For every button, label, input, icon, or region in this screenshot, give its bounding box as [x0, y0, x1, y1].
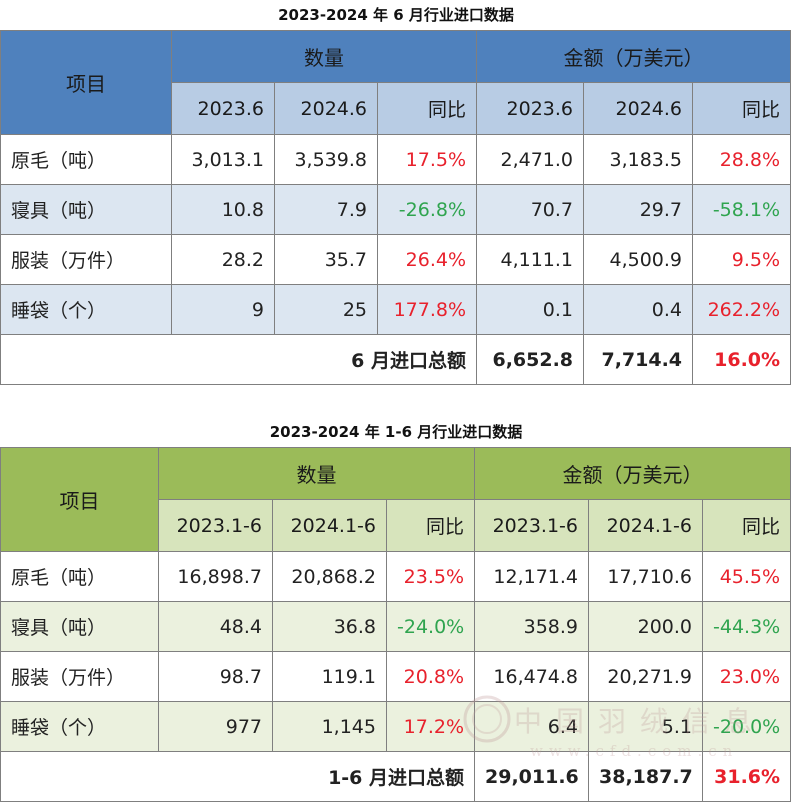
qty-2024: 25 — [274, 284, 378, 335]
total-amt-2024: 7,714.4 — [583, 334, 694, 385]
amt-yoy: -58.1% — [692, 184, 792, 235]
amt-yoy: 28.8% — [692, 134, 792, 185]
total-label: 6 月进口总额 — [0, 334, 478, 385]
amt-2024: 20,271.9 — [588, 651, 704, 702]
amt-2024: 3,183.5 — [583, 134, 694, 185]
total-row: 1-6 月进口总额 29,011.6 38,187.7 31.6% — [0, 751, 792, 802]
header-quantity: 数量 — [170, 30, 478, 83]
qty-yoy: 17.2% — [385, 701, 476, 752]
total-amt-2023: 29,011.6 — [474, 751, 590, 802]
qty-2023: 3,013.1 — [171, 134, 275, 185]
row-label: 服装（万件） — [0, 234, 172, 285]
col-header: 2024.1-6 — [588, 499, 704, 552]
amt-2023: 358.9 — [474, 601, 590, 652]
table-row: 寝具（吨） 10.8 7.9 -26.8% 70.7 29.7 -58.1% — [0, 184, 792, 235]
header-amount: 金额（万美元） — [476, 30, 792, 83]
qty-2023: 9 — [171, 284, 275, 335]
table-row: 寝具（吨） 48.4 36.8 -24.0% 358.9 200.0 -44.3… — [0, 601, 792, 652]
amt-yoy: -44.3% — [702, 601, 792, 652]
qty-2023: 977 — [158, 701, 273, 752]
row-label: 寝具（吨） — [0, 601, 159, 652]
table-row: 睡袋（个） 9 25 177.8% 0.1 0.4 262.2% — [0, 284, 792, 335]
total-amt-2023: 6,652.8 — [476, 334, 585, 385]
header-quantity: 数量 — [157, 447, 476, 500]
amt-2023: 2,471.0 — [476, 134, 585, 185]
total-label: 1-6 月进口总额 — [0, 751, 476, 802]
table-row: 服装（万件） 98.7 119.1 20.8% 16,474.8 20,271.… — [0, 651, 792, 702]
amt-2023: 0.1 — [476, 284, 585, 335]
amt-2023: 12,171.4 — [474, 551, 590, 602]
table-row: 睡袋（个） 977 1,145 17.2% 6.4 5.1 -20.0% — [0, 701, 792, 752]
qty-2024: 3,539.8 — [274, 134, 378, 185]
amt-2024: 17,710.6 — [588, 551, 704, 602]
amt-2023: 70.7 — [476, 184, 585, 235]
total-row: 6 月进口总额 6,652.8 7,714.4 16.0% — [0, 334, 792, 385]
qty-2023: 98.7 — [158, 651, 273, 702]
row-label: 原毛（吨） — [0, 134, 172, 185]
amt-2024: 4,500.9 — [583, 234, 694, 285]
col-header: 同比 — [385, 499, 476, 552]
amt-2023: 16,474.8 — [474, 651, 590, 702]
amt-2024: 29.7 — [583, 184, 694, 235]
amt-2023: 6.4 — [474, 701, 590, 752]
row-label: 睡袋（个） — [0, 701, 159, 752]
col-header: 同比 — [702, 499, 792, 552]
table-row: 原毛（吨） 3,013.1 3,539.8 17.5% 2,471.0 3,18… — [0, 134, 792, 185]
amt-2024: 5.1 — [588, 701, 704, 752]
header-amount: 金额（万美元） — [474, 447, 792, 500]
qty-yoy: 23.5% — [385, 551, 476, 602]
table1-title: 2023-2024 年 6 月行业进口数据 — [278, 6, 514, 24]
total-amt-yoy: 31.6% — [702, 751, 792, 802]
col-header: 2023.6 — [171, 82, 275, 135]
table2-title: 2023-2024 年 1-6 月行业进口数据 — [269, 423, 523, 441]
qty-yoy: 177.8% — [376, 284, 478, 335]
row-label: 寝具（吨） — [0, 184, 172, 235]
table2-jan-june-imports: 项目 数量 金额（万美元） 2023.1-6 2024.1-6 同比 2023.… — [0, 447, 792, 802]
row-label: 睡袋（个） — [0, 284, 172, 335]
qty-2024: 20,868.2 — [272, 551, 387, 602]
table-row: 原毛（吨） 16,898.7 20,868.2 23.5% 12,171.4 1… — [0, 551, 792, 602]
amt-2024: 200.0 — [588, 601, 704, 652]
qty-2024: 7.9 — [274, 184, 378, 235]
amt-yoy: 9.5% — [692, 234, 792, 285]
total-amt-yoy: 16.0% — [692, 334, 792, 385]
qty-yoy: 26.4% — [376, 234, 478, 285]
row-label: 原毛（吨） — [0, 551, 159, 602]
amt-yoy: 23.0% — [702, 651, 792, 702]
header-item: 项目 — [0, 447, 159, 552]
qty-2024: 1,145 — [272, 701, 387, 752]
amt-2023: 4,111.1 — [476, 234, 585, 285]
qty-2023: 28.2 — [171, 234, 275, 285]
total-amt-2024: 38,187.7 — [588, 751, 704, 802]
col-header: 同比 — [692, 82, 792, 135]
amt-yoy: -20.0% — [702, 701, 792, 752]
amt-2024: 0.4 — [583, 284, 694, 335]
col-header: 2024.1-6 — [272, 499, 387, 552]
qty-yoy: -24.0% — [385, 601, 476, 652]
qty-2023: 48.4 — [158, 601, 273, 652]
table1-june-imports: 项目 数量 金额（万美元） 2023.6 2024.6 同比 2023.6 20… — [0, 30, 792, 385]
qty-2024: 36.8 — [272, 601, 387, 652]
amt-yoy: 45.5% — [702, 551, 792, 602]
qty-yoy: -26.8% — [376, 184, 478, 235]
header-item: 项目 — [0, 30, 172, 135]
col-header: 2023.6 — [476, 82, 585, 135]
qty-2023: 10.8 — [171, 184, 275, 235]
row-label: 服装（万件） — [0, 651, 159, 702]
amt-yoy: 262.2% — [692, 284, 792, 335]
col-header: 2024.6 — [583, 82, 694, 135]
col-header: 同比 — [376, 82, 478, 135]
qty-yoy: 20.8% — [385, 651, 476, 702]
col-header: 2023.1-6 — [158, 499, 273, 552]
qty-2024: 119.1 — [272, 651, 387, 702]
qty-2024: 35.7 — [274, 234, 378, 285]
table-row: 服装（万件） 28.2 35.7 26.4% 4,111.1 4,500.9 9… — [0, 234, 792, 285]
qty-yoy: 17.5% — [376, 134, 478, 185]
qty-2023: 16,898.7 — [158, 551, 273, 602]
col-header: 2024.6 — [274, 82, 378, 135]
col-header: 2023.1-6 — [474, 499, 590, 552]
